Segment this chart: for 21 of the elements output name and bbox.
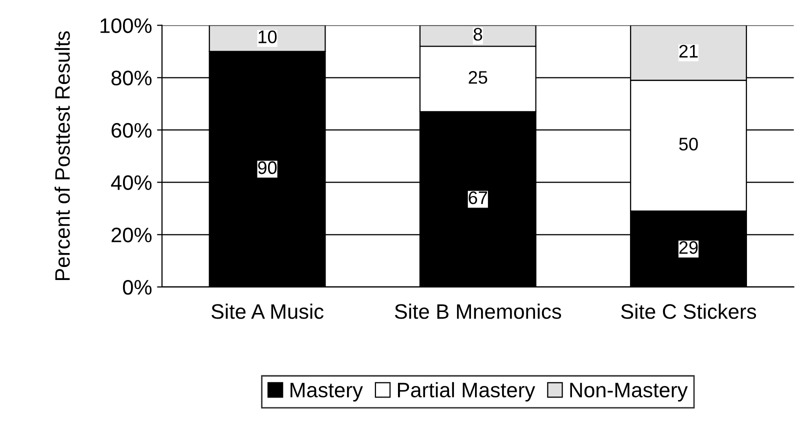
data-label: 90 [258,161,277,174]
y-tick-label: 40% [111,175,152,190]
y-tick-label: 20% [112,228,152,242]
x-tick-label: Site A Music [212,304,324,319]
data-label: 67 [468,191,488,204]
data-label: 8 [474,28,482,41]
legend-label: Non-Mastery [570,382,688,402]
y-tick-label: 80% [111,70,152,86]
data-label: 25 [468,71,488,84]
x-tick-label: Site B Mnemonics [394,304,562,319]
legend-label: Mastery [290,382,363,402]
data-label: 21 [679,44,698,58]
data-label: 10 [258,30,277,44]
y-tick-label: 0% [122,280,152,295]
data-label: 50 [679,138,698,151]
data-label: 29 [679,241,698,254]
x-tick-label: Site C Stickers [621,304,756,319]
y-axis-title: Percent of Posttest Results [54,31,70,280]
legend-label: Partial Mastery [398,382,536,402]
y-tick-label: 60% [112,122,152,138]
y-tick-label: 100% [100,18,152,34]
